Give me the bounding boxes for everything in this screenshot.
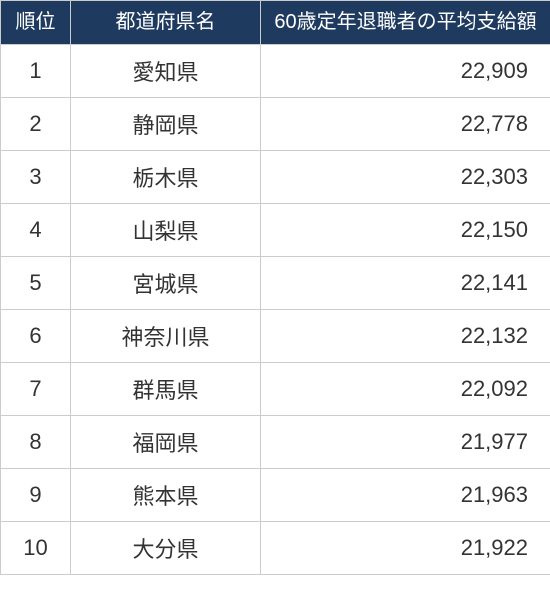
pref-cell: 福岡県 bbox=[71, 416, 261, 469]
rank-cell: 4 bbox=[1, 204, 71, 257]
table-header-row: 順位 都道府県名 60歳定年退職者の平均支給額 bbox=[1, 1, 550, 45]
table-row: 8 福岡県 21,977 bbox=[1, 416, 550, 469]
amount-cell: 22,778 bbox=[261, 98, 550, 151]
table-row: 5 宮城県 22,141 bbox=[1, 257, 550, 310]
rank-cell: 5 bbox=[1, 257, 71, 310]
amount-cell: 21,922 bbox=[261, 522, 550, 575]
rank-cell: 8 bbox=[1, 416, 71, 469]
pref-cell: 大分県 bbox=[71, 522, 261, 575]
ranking-table: 順位 都道府県名 60歳定年退職者の平均支給額 1 愛知県 22,909 2 静… bbox=[0, 0, 550, 575]
table-row: 9 熊本県 21,963 bbox=[1, 469, 550, 522]
pref-cell: 静岡県 bbox=[71, 98, 261, 151]
pref-cell: 宮城県 bbox=[71, 257, 261, 310]
table-row: 10 大分県 21,922 bbox=[1, 522, 550, 575]
pref-cell: 栃木県 bbox=[71, 151, 261, 204]
table-row: 4 山梨県 22,150 bbox=[1, 204, 550, 257]
amount-cell: 21,977 bbox=[261, 416, 550, 469]
rank-cell: 2 bbox=[1, 98, 71, 151]
table-body: 1 愛知県 22,909 2 静岡県 22,778 3 栃木県 22,303 4… bbox=[1, 45, 550, 575]
table-row: 1 愛知県 22,909 bbox=[1, 45, 550, 98]
pref-cell: 群馬県 bbox=[71, 363, 261, 416]
pref-cell: 神奈川県 bbox=[71, 310, 261, 363]
ranking-table-container: 順位 都道府県名 60歳定年退職者の平均支給額 1 愛知県 22,909 2 静… bbox=[0, 0, 550, 575]
amount-cell: 21,963 bbox=[261, 469, 550, 522]
rank-cell: 9 bbox=[1, 469, 71, 522]
amount-cell: 22,141 bbox=[261, 257, 550, 310]
amount-cell: 22,092 bbox=[261, 363, 550, 416]
table-row: 3 栃木県 22,303 bbox=[1, 151, 550, 204]
amount-cell: 22,150 bbox=[261, 204, 550, 257]
rank-cell: 10 bbox=[1, 522, 71, 575]
rank-cell: 3 bbox=[1, 151, 71, 204]
rank-cell: 1 bbox=[1, 45, 71, 98]
amount-cell: 22,303 bbox=[261, 151, 550, 204]
amount-cell: 22,909 bbox=[261, 45, 550, 98]
pref-cell: 愛知県 bbox=[71, 45, 261, 98]
table-row: 2 静岡県 22,778 bbox=[1, 98, 550, 151]
header-amount: 60歳定年退職者の平均支給額 bbox=[261, 1, 550, 45]
amount-cell: 22,132 bbox=[261, 310, 550, 363]
rank-cell: 7 bbox=[1, 363, 71, 416]
table-row: 7 群馬県 22,092 bbox=[1, 363, 550, 416]
rank-cell: 6 bbox=[1, 310, 71, 363]
pref-cell: 熊本県 bbox=[71, 469, 261, 522]
pref-cell: 山梨県 bbox=[71, 204, 261, 257]
header-rank: 順位 bbox=[1, 1, 71, 45]
table-row: 6 神奈川県 22,132 bbox=[1, 310, 550, 363]
header-prefecture: 都道府県名 bbox=[71, 1, 261, 45]
